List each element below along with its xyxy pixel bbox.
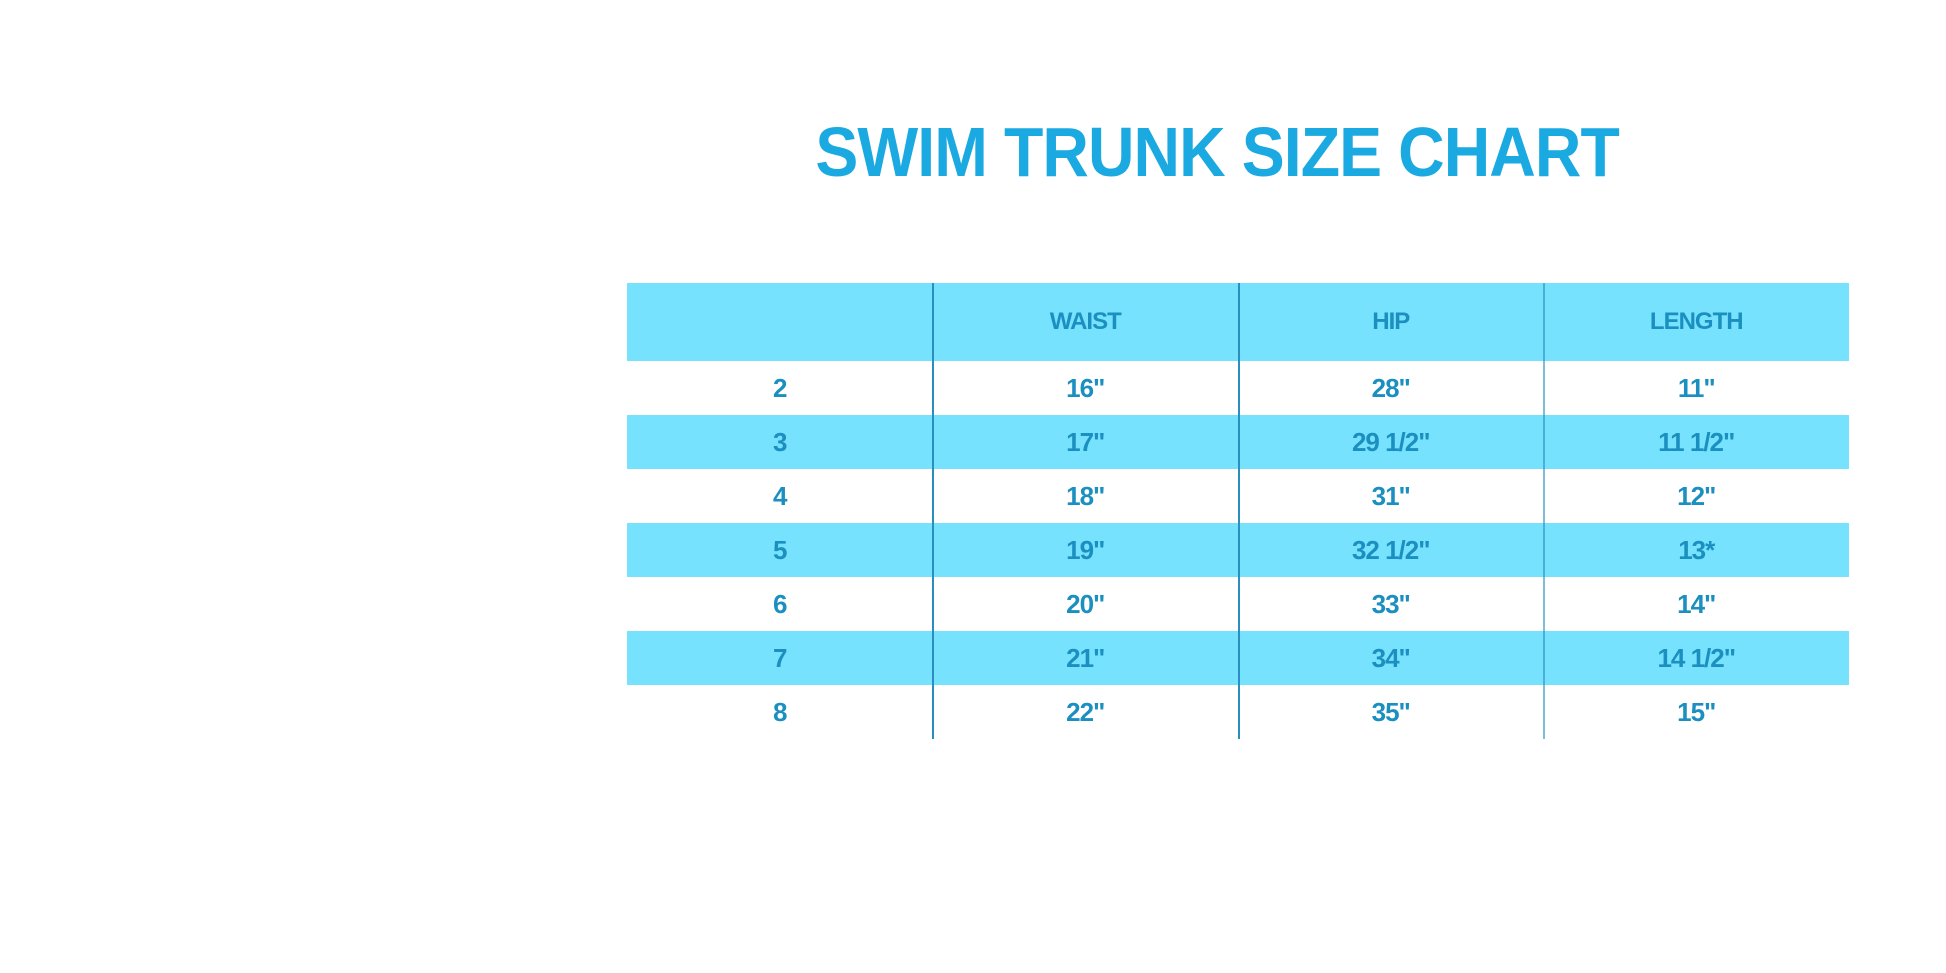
cell-size: 4 <box>773 480 787 511</box>
page-title: SWIM TRUNK SIZE CHART <box>815 113 1619 191</box>
cell-hip: 29 1/2" <box>1351 426 1431 457</box>
cell-size: 7 <box>773 642 787 673</box>
column-divider <box>1543 283 1545 739</box>
cell-hip: 35" <box>1371 696 1411 727</box>
cell-waist: 21" <box>1066 642 1105 673</box>
cell-size: 8 <box>773 696 787 727</box>
size-table: WAIST HIP LENGTH 2 16" 28" 11" 3 17" 29 1/2" 11… <box>627 283 1849 739</box>
table-row: 2 16" 28" 11" <box>627 361 1849 415</box>
cell-length: 13* <box>1678 534 1715 565</box>
cell-hip: 33" <box>1371 588 1411 619</box>
cell-size: 6 <box>773 588 787 619</box>
cell-waist: 17" <box>1066 426 1105 457</box>
cell-waist: 16" <box>1066 372 1105 403</box>
header-hip: HIP <box>1372 308 1410 335</box>
header-length: LENGTH <box>1649 308 1744 335</box>
cell-length: 15" <box>1677 696 1716 727</box>
cell-size: 5 <box>773 534 787 565</box>
cell-hip: 34" <box>1371 642 1411 673</box>
cell-waist: 18" <box>1066 480 1105 511</box>
table-row: 8 22" 35" 15" <box>627 685 1849 739</box>
cell-hip: 31" <box>1371 480 1411 511</box>
cell-length: 11" <box>1677 372 1716 403</box>
cell-waist: 20" <box>1066 588 1105 619</box>
header-size <box>627 283 933 361</box>
cell-hip: 28" <box>1371 372 1411 403</box>
cell-size: 2 <box>773 372 787 403</box>
column-divider <box>932 283 934 739</box>
column-divider <box>1238 283 1240 739</box>
cell-hip: 32 1/2" <box>1351 534 1431 565</box>
cell-waist: 19" <box>1066 534 1105 565</box>
cell-length: 11 1/2" <box>1658 426 1735 457</box>
cell-size: 3 <box>773 426 787 457</box>
cell-waist: 22" <box>1066 696 1105 727</box>
cell-length: 14 1/2" <box>1657 642 1736 673</box>
table-row: 6 20" 33" 14" <box>627 577 1849 631</box>
cell-length: 14" <box>1677 588 1716 619</box>
table-row: 4 18" 31" 12" <box>627 469 1849 523</box>
header-waist: WAIST <box>1049 308 1122 335</box>
cell-length: 12" <box>1677 480 1716 511</box>
